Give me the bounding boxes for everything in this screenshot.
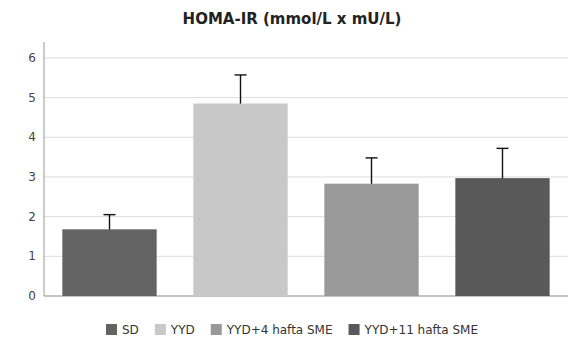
legend-swatch [106, 324, 117, 335]
error-cap [104, 214, 116, 215]
error-cap [235, 74, 247, 75]
y-tick-label: 1 [28, 249, 36, 263]
legend-label: YYD+4 hafta SME [226, 323, 333, 337]
legend: SD YYD YYD+4 hafta SME YYD+11 hafta SME [106, 323, 478, 337]
grid-line [44, 137, 568, 138]
legend-item: YYD [155, 323, 195, 337]
legend-item: YYD+4 hafta SME [211, 323, 333, 337]
error-cap [366, 157, 378, 158]
legend-item: SD [106, 323, 139, 337]
y-tick-label: 2 [28, 210, 36, 224]
bars [104, 75, 509, 244]
y-tick-label: 5 [28, 91, 36, 105]
grid-line [44, 176, 568, 177]
grid-line [44, 97, 568, 98]
legend-swatch [349, 324, 360, 335]
bar [455, 178, 549, 296]
y-tick-label: 6 [28, 51, 36, 65]
bar [62, 229, 156, 296]
title: HOMA-IR (mmol/L x mU/L) [183, 10, 402, 28]
y-axis-line [44, 42, 45, 296]
legend-label: SD [122, 323, 139, 337]
legend-swatch [155, 324, 166, 335]
legend-label: YYD+11 hafta SME [364, 323, 478, 337]
bar [193, 104, 287, 296]
legend-item: YYD+11 hafta SME [349, 323, 478, 337]
grid-line [44, 57, 568, 58]
y-tick-label: 4 [28, 130, 36, 144]
error-cap [497, 148, 509, 149]
y-tick-label: 3 [28, 170, 36, 184]
legend-swatch [211, 324, 222, 335]
chart: HOMA-IR (mmol/L x mU/L) 0 1 2 3 4 5 6 SD YYD YYD+4… [0, 0, 584, 358]
bar [324, 184, 418, 296]
y-tick-label: 0 [28, 289, 36, 303]
legend-label: YYD [170, 323, 195, 337]
